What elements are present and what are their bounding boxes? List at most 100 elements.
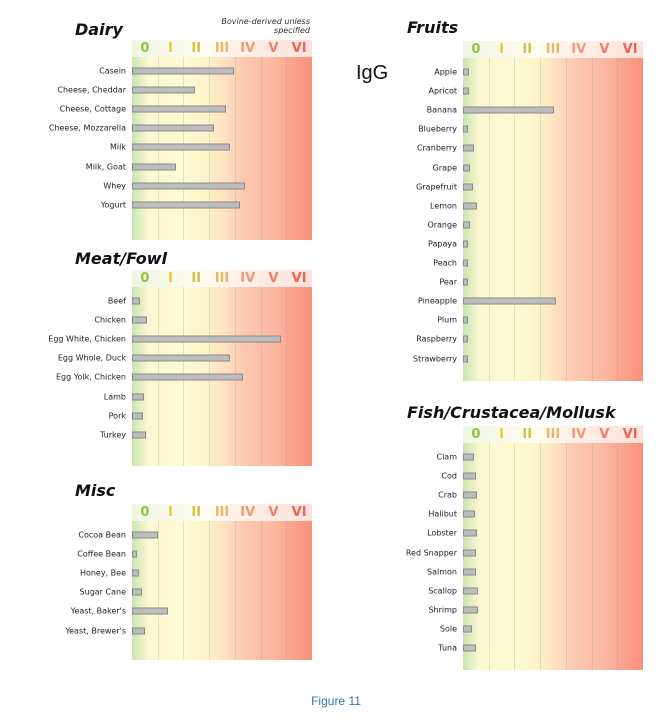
- category-label: Pineapple: [417, 296, 457, 306]
- gridline: [591, 443, 593, 670]
- category-label: Plum: [437, 315, 457, 325]
- class-label: II: [191, 271, 202, 286]
- gridline: [514, 58, 516, 381]
- category-label: Cheese, Cottage: [59, 104, 126, 114]
- gridline: [260, 287, 262, 466]
- bar-peach: [463, 259, 468, 267]
- category-label: Raspberry: [416, 334, 457, 344]
- category-label: Grape: [432, 163, 457, 172]
- category-label: Yeast, Brewer's: [65, 626, 126, 635]
- panel-title-fruits: Fruits: [407, 18, 459, 37]
- class-label: V: [599, 42, 610, 57]
- bar-egg-white-chicken: [132, 335, 282, 343]
- bar-cheese-cottage: [132, 105, 226, 113]
- bar-pork: [132, 412, 143, 420]
- category-label: Shrimp: [428, 605, 457, 615]
- bar-lamb: [132, 393, 144, 400]
- class-label: IV: [571, 427, 587, 442]
- chart-meat-fowl: 0 I II III IV V VI Beef Chicken Egg White, Chicke…: [48, 270, 312, 466]
- class-label: VI: [622, 42, 638, 57]
- gridline: [565, 443, 567, 670]
- category-label: Cocoa Bean: [78, 530, 126, 540]
- class-label: III: [214, 41, 230, 56]
- class-label: I: [168, 271, 173, 286]
- bar-banana: [463, 106, 555, 114]
- gridline: [209, 521, 211, 660]
- class-label: V: [268, 271, 279, 286]
- category-label: Pork: [108, 411, 126, 421]
- category-label: Yeast, Baker's: [70, 606, 126, 616]
- bar-red-snapper: [463, 549, 476, 556]
- bar-beef: [132, 297, 140, 305]
- bar-yeast-brewer-s: [132, 627, 145, 634]
- class-label: 0: [471, 42, 481, 57]
- category-label: Turkey: [99, 430, 126, 440]
- category-label: Beef: [107, 296, 126, 306]
- class-label: I: [168, 41, 173, 56]
- category-label: Salmon: [427, 567, 457, 577]
- class-label: II: [522, 427, 533, 442]
- panel-note: Bovine-derived unless specified: [221, 17, 310, 35]
- category-label: Red Snapper: [405, 548, 457, 557]
- category-label: Apricot: [428, 86, 458, 96]
- category-label: Peach: [433, 258, 457, 268]
- bar-papaya: [463, 240, 468, 248]
- bar-scallop: [463, 587, 478, 595]
- class-label: V: [268, 41, 279, 56]
- bar-whey: [132, 182, 246, 190]
- category-label: Tuna: [438, 643, 457, 653]
- bar-apple: [463, 68, 469, 76]
- class-header: 0 I II III IV V VI: [132, 504, 312, 521]
- category-label: Orange: [427, 220, 457, 230]
- plot-area: [132, 521, 312, 660]
- category-label: Cheese, Mozzarella: [48, 123, 126, 133]
- category-label: Cheese, Cheddar: [57, 85, 126, 95]
- panel-title-fish-crustacea-mollusk: Fish/Crustacea/Mollusk: [407, 403, 616, 422]
- figure-caption: Figure 11: [311, 694, 361, 708]
- class-label: IV: [240, 505, 256, 520]
- class-label: 0: [471, 427, 481, 442]
- gridline: [260, 57, 262, 240]
- bar-raspberry: [463, 335, 468, 343]
- class-label: VI: [291, 505, 307, 520]
- class-label: I: [499, 42, 504, 57]
- bar-tuna: [463, 644, 476, 652]
- class-label: 0: [140, 505, 150, 520]
- category-label: Coffee Bean: [77, 549, 126, 559]
- category-label: Chicken: [94, 315, 126, 325]
- bar-cranberry: [463, 144, 475, 152]
- bar-grapefruit: [463, 183, 473, 191]
- bar-plum: [463, 316, 469, 324]
- category-label: Lobster: [427, 528, 457, 538]
- bar-honey-bee: [132, 569, 139, 577]
- bar-crab: [463, 491, 478, 499]
- gridline: [540, 443, 542, 670]
- category-label: Scallop: [428, 586, 457, 596]
- class-label: IV: [571, 42, 587, 57]
- gridline: [234, 57, 236, 240]
- gridline: [234, 521, 236, 660]
- bar-sole: [463, 625, 472, 633]
- category-label: Yogurt: [100, 200, 126, 210]
- category-label: Cranberry: [416, 143, 457, 153]
- category-label: Apple: [434, 67, 457, 77]
- class-label: II: [522, 42, 533, 57]
- bar-cocoa-bean: [132, 531, 158, 539]
- bar-cod: [463, 472, 476, 480]
- gridline: [488, 443, 490, 670]
- class-label: V: [599, 427, 610, 442]
- gridline: [617, 58, 619, 381]
- class-label: VI: [622, 427, 638, 442]
- class-header: 0 I II III IV V VI: [132, 270, 312, 287]
- category-label: Egg Yolk, Chicken: [55, 372, 126, 382]
- igg-label: IgG: [356, 62, 389, 84]
- class-label: VI: [291, 41, 307, 56]
- category-label: Pear: [439, 277, 457, 287]
- category-label: Halibut: [428, 509, 457, 519]
- category-label: Lamb: [103, 392, 126, 401]
- chart-misc: 0 I II III IV V VI Cocoa Bean Coffee Bean Honey, …: [65, 504, 312, 660]
- category-label: Papaya: [428, 239, 457, 249]
- panel-title-dairy: Dairy: [75, 20, 123, 39]
- category-label: Cod: [441, 471, 457, 481]
